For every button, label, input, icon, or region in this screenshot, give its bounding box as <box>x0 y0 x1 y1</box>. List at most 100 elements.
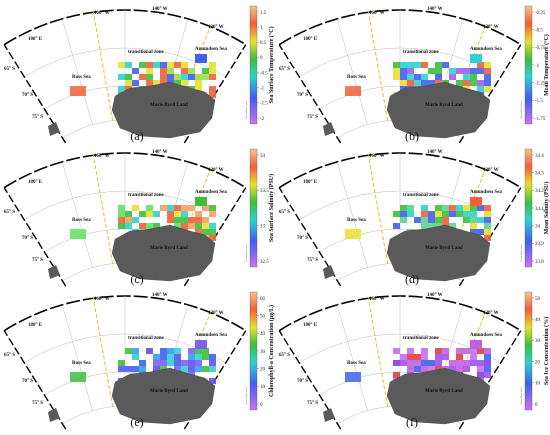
map-label: 75° S <box>307 401 318 406</box>
data-patch <box>118 205 125 211</box>
colorbar-tick-label: 34 <box>260 154 266 159</box>
data-patch <box>442 354 449 360</box>
colorbar-tick-label: 50 <box>535 297 541 302</box>
data-patch <box>393 62 400 68</box>
colorbar-tick-label: 20 <box>535 360 541 365</box>
data-patch <box>139 360 146 366</box>
data-patch <box>477 366 484 372</box>
data-patch <box>414 62 421 68</box>
map-label: 140° W <box>427 150 443 155</box>
data-patch <box>400 354 407 360</box>
meridian <box>61 161 93 268</box>
data-patch <box>435 360 442 366</box>
data-patch <box>125 211 132 217</box>
colorbar-tick-label: 10 <box>535 382 541 387</box>
data-patch <box>428 68 435 74</box>
land-fragment <box>48 408 60 422</box>
colorbar-tick-label: 0.5 <box>260 41 267 46</box>
data-patch <box>456 348 463 354</box>
data-patch <box>167 360 174 366</box>
colorbar-tick-label: 1 <box>260 26 263 31</box>
data-patch <box>118 74 125 80</box>
boundary-edge <box>458 330 522 430</box>
data-patch <box>209 229 216 235</box>
ross-patch <box>70 372 86 382</box>
data-patch <box>167 68 174 74</box>
data-patch <box>195 229 202 235</box>
colorbar-title: Mean Salinity (PSU) <box>543 182 550 235</box>
data-patch <box>181 205 188 211</box>
data-patch <box>202 348 209 354</box>
map-label: 160° W <box>94 297 110 302</box>
data-patch <box>477 86 484 92</box>
map-label: 160° W <box>94 11 110 16</box>
map-label: Marie Byrd Land <box>425 246 463 251</box>
colorbar-tick-label: -1 <box>260 87 265 92</box>
data-patch <box>414 366 421 372</box>
map-label: 75° S <box>32 115 43 120</box>
zone-divider <box>367 154 389 264</box>
data-patch <box>435 217 442 223</box>
ross-patch <box>345 372 361 382</box>
map-label: 75° S <box>32 258 43 263</box>
ross-patch <box>70 86 86 96</box>
data-patch <box>202 354 209 360</box>
data-patch <box>400 80 407 86</box>
data-patch <box>132 348 139 354</box>
data-patch <box>209 205 216 211</box>
map-label: 140° W <box>152 7 168 12</box>
land <box>111 224 216 282</box>
data-patch <box>139 211 146 217</box>
colorbar-tick-label: 34 <box>535 224 541 229</box>
map-label: 120° W <box>208 311 224 316</box>
colorbar-tick-label: -1.25 <box>535 81 546 86</box>
data-patch <box>414 360 421 366</box>
data-patch <box>414 217 421 223</box>
data-patch <box>470 223 477 229</box>
data-patch <box>421 360 428 366</box>
data-patch <box>435 80 442 86</box>
colorbar-tick-label: -1 <box>535 64 540 69</box>
data-patch <box>393 372 400 378</box>
data-patch <box>407 211 414 217</box>
map-label: 140° W <box>152 150 168 155</box>
map-label: Amundsen Sea <box>195 333 227 338</box>
map-label: 65° S <box>4 353 15 358</box>
data-patch <box>407 80 414 86</box>
data-patch <box>428 366 435 372</box>
data-patch <box>414 80 421 86</box>
data-patch <box>202 223 209 229</box>
data-patch <box>442 205 449 211</box>
data-patch <box>132 217 139 223</box>
data-patch <box>139 223 146 229</box>
data-patch <box>435 68 442 74</box>
map-label: transitional zone <box>128 50 164 55</box>
data-patch <box>456 354 463 360</box>
data-patch <box>477 80 484 86</box>
data-patch <box>484 74 491 80</box>
data-patch <box>160 68 167 74</box>
data-patch <box>393 74 400 80</box>
data-patch <box>174 205 181 211</box>
colorbar-tick-label: -0.25 <box>535 11 546 16</box>
data-patch <box>174 223 181 229</box>
map-label: 65° S <box>279 67 290 72</box>
amundsen-patch <box>195 54 207 63</box>
data-patch <box>209 360 216 366</box>
colorbar-tick-label: 30 <box>260 350 266 355</box>
data-patch <box>456 211 463 217</box>
data-patch <box>477 229 484 235</box>
data-patch <box>449 366 456 372</box>
map-label: 140° W <box>152 293 168 298</box>
data-patch <box>463 348 470 354</box>
panel-label: (d) <box>405 272 419 286</box>
data-patch <box>484 372 491 378</box>
data-patch <box>125 80 132 86</box>
land <box>111 81 216 139</box>
data-patch <box>484 348 491 354</box>
map-panel: 180° E 160° W 140° W 120° W 65° S 70° S 75° S R… <box>278 148 550 287</box>
data-patch <box>160 62 167 68</box>
data-patch <box>393 360 400 366</box>
data-patch <box>188 217 195 223</box>
data-patch <box>456 366 463 372</box>
